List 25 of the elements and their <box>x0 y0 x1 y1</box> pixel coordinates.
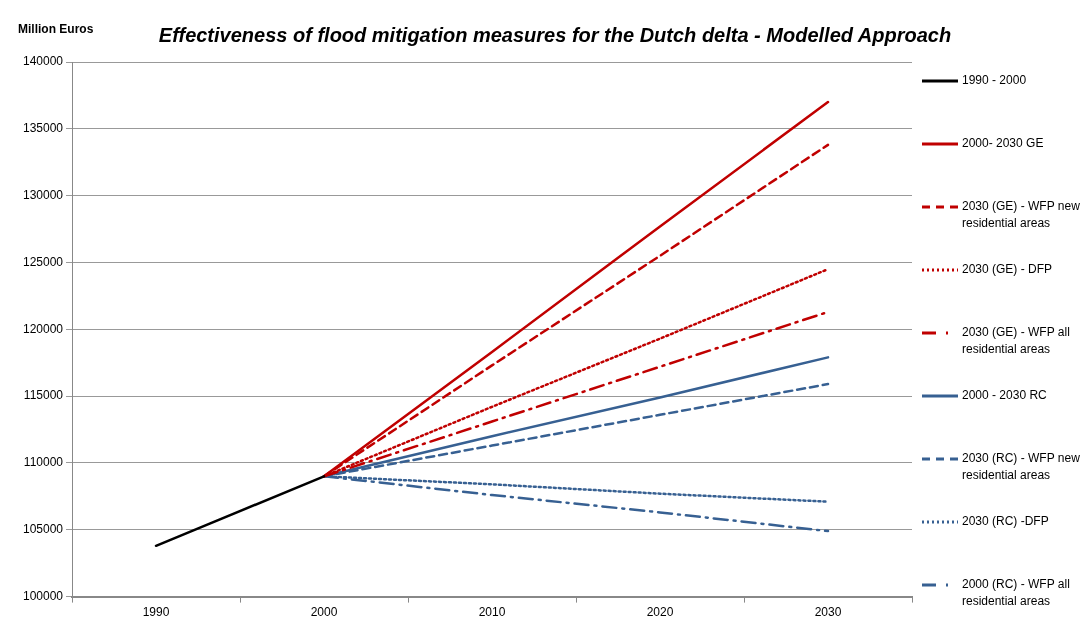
legend-label: 2000 (RC) - WFP all residential areas <box>962 576 1071 610</box>
y-tick-label: 120000 <box>22 321 64 336</box>
y-tick-label: 125000 <box>22 254 64 269</box>
legend-label: 2030 (RC) -DFP <box>962 513 1049 530</box>
y-tick-label: 135000 <box>22 121 64 136</box>
x-tick-label: 2000 <box>310 605 338 620</box>
x-tick-label: 2030 <box>814 605 842 620</box>
y-tick-label: 130000 <box>22 187 64 202</box>
y-tick-label: 100000 <box>22 588 64 603</box>
x-tick-label: 2020 <box>646 605 674 620</box>
legend-label: 1990 - 2000 <box>962 72 1027 89</box>
y-tick-label: 105000 <box>22 522 64 537</box>
y-tick-label: 115000 <box>23 388 64 403</box>
legend-label: 2030 (RC) - WFP new residential areas <box>962 450 1081 484</box>
legend-label: 2000 - 2030 RC <box>962 387 1047 404</box>
y-tick-label: 140000 <box>22 54 64 69</box>
chart-title: Effectiveness of flood mitigation measures for the Dutch delta - Modelled Approach <box>157 24 953 47</box>
legend-label: 2030 (GE) - WFP all residential areas <box>962 324 1071 358</box>
x-tick-label: 2010 <box>478 605 506 620</box>
x-tick-label: 1990 <box>142 605 170 620</box>
legend-label: 2000- 2030 GE <box>962 135 1044 152</box>
legend-label: 2030 (GE) - DFP <box>962 261 1053 278</box>
legend-label: 2030 (GE) - WFP new residential areas <box>962 198 1081 232</box>
y-tick-label: 110000 <box>23 455 64 470</box>
y-axis-title: Million Euros <box>18 22 94 36</box>
